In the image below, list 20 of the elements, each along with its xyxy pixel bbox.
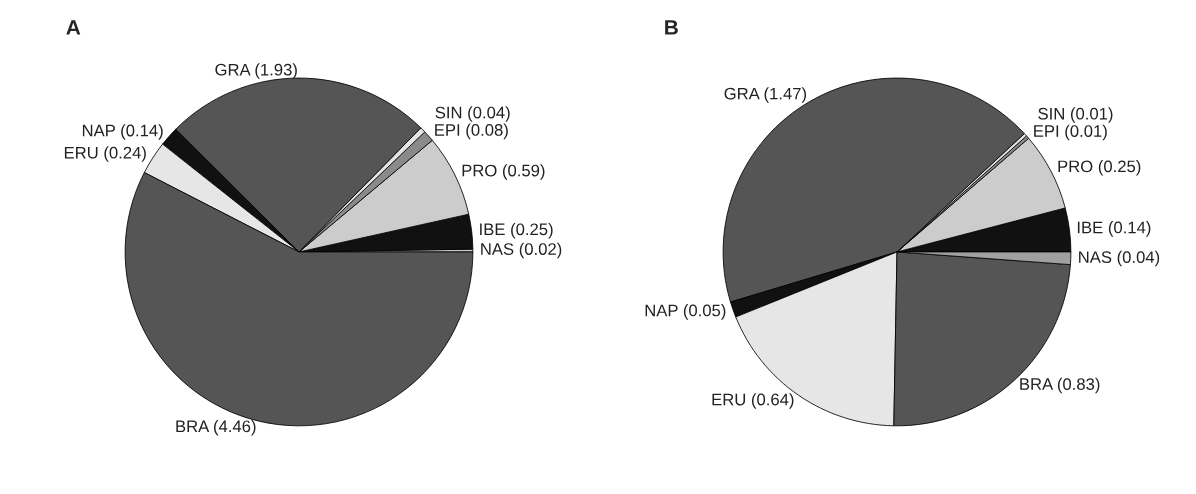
slice-label: EPI (0.01)	[1034, 124, 1107, 141]
slice-label: ERU (0.64)	[712, 393, 794, 409]
slice-label: NAP (0.14)	[82, 124, 163, 140]
slice-label: NAP (0.05)	[645, 304, 726, 320]
slice-label: IBE (0.25)	[480, 222, 553, 239]
slice-label: IBE (0.14)	[1077, 221, 1151, 237]
slice-label: SIN (0.04)	[435, 106, 510, 122]
slice-label: ERU (0.24)	[64, 146, 146, 162]
slice-label: SIN (0.01)	[1038, 107, 1113, 123]
chart-title: A	[66, 20, 81, 35]
slice-label: BRA (4.46)	[176, 419, 256, 436]
slice-label: NAS (0.04)	[1079, 250, 1160, 267]
slice-label: EPI (0.08)	[435, 123, 508, 140]
chart-title: B	[665, 20, 678, 35]
slice-label: PRO (0.59)	[462, 164, 545, 180]
slice-label: BRA (0.83)	[1020, 377, 1100, 394]
slice-label: PRO (0.25)	[1058, 160, 1141, 176]
slice-label: GRA (1.93)	[215, 63, 297, 79]
slice-label: NAS (0.02)	[481, 242, 562, 259]
slice-label: GRA (1.47)	[724, 87, 807, 103]
